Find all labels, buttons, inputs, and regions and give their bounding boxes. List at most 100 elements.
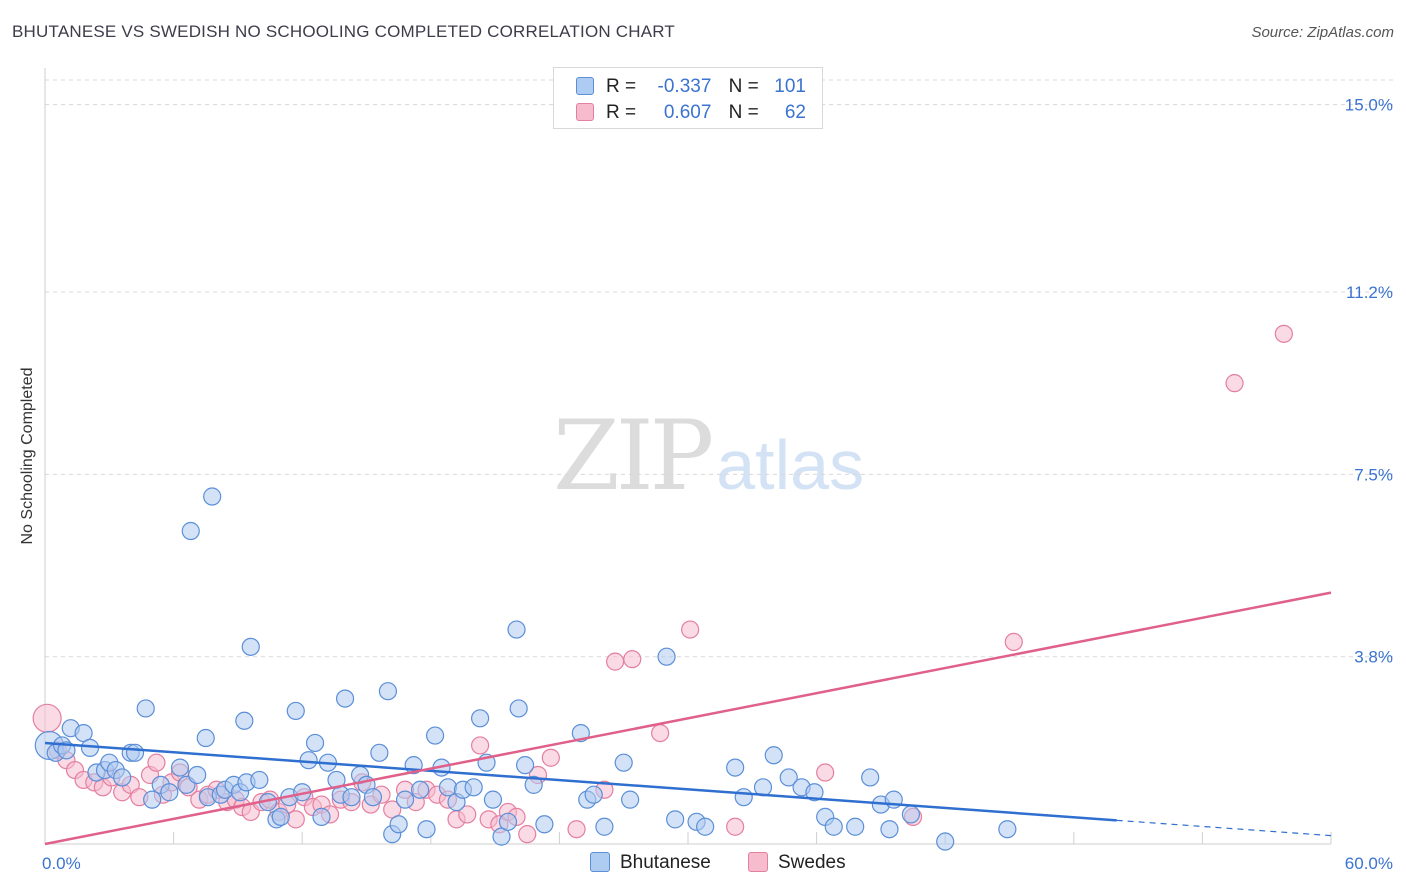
tick-labels: 3.8% 7.5% 11.2% 15.0% 0.0% 60.0% bbox=[42, 96, 1393, 873]
bhutanese-point bbox=[342, 788, 361, 807]
bhutanese-point bbox=[203, 487, 222, 506]
y-tick-label: 3.8% bbox=[1354, 648, 1393, 667]
bhutanese-point bbox=[417, 820, 436, 839]
bhutanese-point bbox=[410, 780, 430, 799]
n-label: N = bbox=[728, 76, 759, 97]
bhutanese-point bbox=[805, 783, 824, 802]
x-tick-label: 60.0% bbox=[1345, 854, 1393, 873]
bhutanese-point bbox=[507, 620, 526, 639]
source-credit: Source: ZipAtlas.com bbox=[1251, 24, 1394, 41]
swedes-point bbox=[606, 652, 625, 671]
swedes-point bbox=[470, 736, 490, 755]
r-value: 0.607 bbox=[663, 102, 712, 123]
bhutanese-point bbox=[824, 817, 843, 836]
swedes-point bbox=[32, 703, 62, 733]
bhutanese-point bbox=[271, 807, 290, 826]
correlation-legend: R = -0.337 N = 101 R = 0.607 N = 62 bbox=[553, 67, 823, 129]
bhutanese-point bbox=[188, 765, 207, 785]
swedes-point bbox=[286, 810, 305, 829]
bhutanese-point bbox=[143, 790, 162, 809]
bhutanese-trend-extension bbox=[1116, 819, 1332, 837]
bhutanese-point bbox=[726, 758, 745, 777]
legend-item-bhutanese[interactable]: Bhutanese bbox=[590, 852, 711, 876]
bhutanese-point bbox=[286, 701, 305, 721]
bhutanese-point bbox=[235, 711, 254, 730]
swedes-point bbox=[1004, 632, 1023, 652]
bhutanese-point bbox=[312, 807, 331, 826]
swedes-trend-line bbox=[44, 591, 1332, 846]
swedes-point bbox=[518, 825, 537, 844]
bhutanese-point bbox=[136, 699, 155, 718]
bhutanese-point bbox=[395, 790, 415, 809]
bhutanese-point bbox=[483, 790, 503, 809]
bhutanese-point bbox=[196, 728, 215, 748]
bhutanese-point bbox=[666, 810, 685, 829]
watermark: ZIPatlas bbox=[553, 400, 864, 512]
bhutanese-point bbox=[299, 751, 318, 770]
bhutanese-point bbox=[125, 743, 145, 762]
blue-swatch bbox=[590, 852, 610, 872]
bhutanese-point bbox=[861, 768, 880, 787]
x-tick-label: 0.0% bbox=[42, 854, 81, 873]
r-label: R = bbox=[606, 102, 637, 123]
bhutanese-point bbox=[305, 733, 325, 753]
swedes-point bbox=[726, 817, 745, 836]
bhutanese-point bbox=[779, 768, 798, 787]
r-value: -0.337 bbox=[657, 76, 712, 97]
bhutanese-point bbox=[764, 746, 783, 765]
bhutanese-point bbox=[370, 743, 389, 762]
bhutanese-point bbox=[241, 637, 260, 656]
legend-label: Swedes bbox=[778, 852, 846, 873]
bhutanese-point bbox=[378, 682, 398, 701]
swedes-points bbox=[32, 324, 1293, 844]
bhutanese-point bbox=[170, 758, 190, 777]
bhutanese-point bbox=[936, 832, 955, 851]
pink-swatch bbox=[576, 103, 594, 121]
bhutanese-point bbox=[181, 521, 200, 541]
bhutanese-points bbox=[34, 487, 1017, 851]
swedes-point bbox=[623, 650, 642, 669]
bhutanese-point bbox=[363, 788, 383, 807]
watermark-zip: ZIP bbox=[553, 400, 714, 512]
n-value: 62 bbox=[784, 102, 806, 123]
bhutanese-point bbox=[535, 815, 554, 834]
r-label: R = bbox=[606, 76, 637, 97]
legend-item-swedes[interactable]: Swedes bbox=[748, 852, 846, 876]
bhutanese-point bbox=[516, 756, 535, 775]
swedes-point bbox=[1225, 374, 1244, 393]
swedes-point bbox=[147, 753, 166, 772]
bhutanese-point bbox=[250, 770, 269, 790]
bhutanese-point bbox=[524, 775, 543, 794]
swedes-point bbox=[651, 723, 670, 743]
bhutanese-point bbox=[335, 689, 355, 708]
blue-swatch bbox=[576, 77, 594, 95]
bhutanese-point bbox=[509, 699, 528, 718]
y-tick-label: 7.5% bbox=[1354, 465, 1393, 484]
bhutanese-point bbox=[657, 647, 676, 666]
bhutanese-point bbox=[614, 753, 633, 772]
trend-lines bbox=[44, 591, 1332, 846]
swedes-point bbox=[681, 620, 700, 639]
legend-label: Bhutanese bbox=[620, 852, 711, 873]
watermark-atlas: atlas bbox=[716, 426, 865, 504]
axes bbox=[44, 68, 1332, 845]
bhutanese-point bbox=[880, 820, 899, 839]
swedes-point bbox=[816, 763, 835, 782]
bhutanese-point bbox=[998, 820, 1017, 839]
bhutanese-point bbox=[595, 817, 614, 836]
bhutanese-point bbox=[901, 805, 921, 824]
bhutanese-point bbox=[438, 778, 458, 797]
bhutanese-point bbox=[696, 817, 715, 836]
grid-lines bbox=[45, 79, 1395, 658]
swedes-point bbox=[541, 748, 560, 767]
y-tick-label: 15.0% bbox=[1345, 96, 1393, 115]
bhutanese-point bbox=[113, 768, 132, 787]
bhutanese-trend-line bbox=[44, 741, 1117, 822]
bhutanese-point bbox=[425, 726, 445, 745]
bhutanese-point bbox=[498, 812, 518, 831]
n-value: 101 bbox=[774, 76, 806, 97]
swedes-point bbox=[458, 805, 477, 824]
legend-row-bhutanese: R = -0.337 N = 101 bbox=[576, 76, 806, 100]
bhutanese-point bbox=[470, 709, 490, 728]
